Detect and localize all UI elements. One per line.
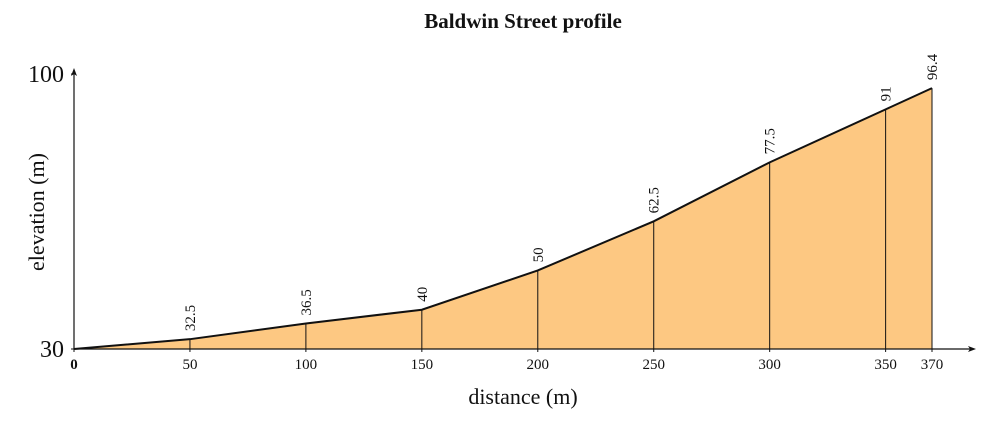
value-label: 96.4 bbox=[925, 53, 941, 80]
chart-title: Baldwin Street profile bbox=[424, 9, 622, 33]
area bbox=[74, 88, 932, 350]
x-axis-label: distance (m) bbox=[468, 384, 577, 409]
x-tick-label: 370 bbox=[921, 357, 944, 373]
y-axis-label: elevation (m) bbox=[24, 153, 49, 271]
value-label: 36.5 bbox=[299, 289, 315, 315]
x-tick-label: 250 bbox=[642, 357, 665, 373]
value-label: 50 bbox=[531, 247, 547, 262]
x-tick-label: 300 bbox=[758, 357, 781, 373]
value-label: 32.5 bbox=[183, 305, 199, 331]
x-tick-label: 200 bbox=[527, 357, 550, 373]
y-tick-label: 100 bbox=[28, 62, 64, 88]
value-label: 91 bbox=[879, 86, 895, 101]
x-tick-label: 350 bbox=[874, 357, 897, 373]
value-label: 40 bbox=[415, 287, 431, 302]
x-axis-arrow bbox=[968, 346, 976, 352]
value-label: 62.5 bbox=[647, 187, 663, 213]
x-tick-label: 50 bbox=[182, 357, 197, 373]
value-label: 77.5 bbox=[763, 128, 779, 154]
x-tick-label: 100 bbox=[295, 357, 318, 373]
y-tick-label: 30 bbox=[40, 337, 64, 363]
x-tick-label: 0 bbox=[70, 357, 78, 373]
x-tick-label: 150 bbox=[411, 357, 434, 373]
line bbox=[73, 87, 933, 350]
